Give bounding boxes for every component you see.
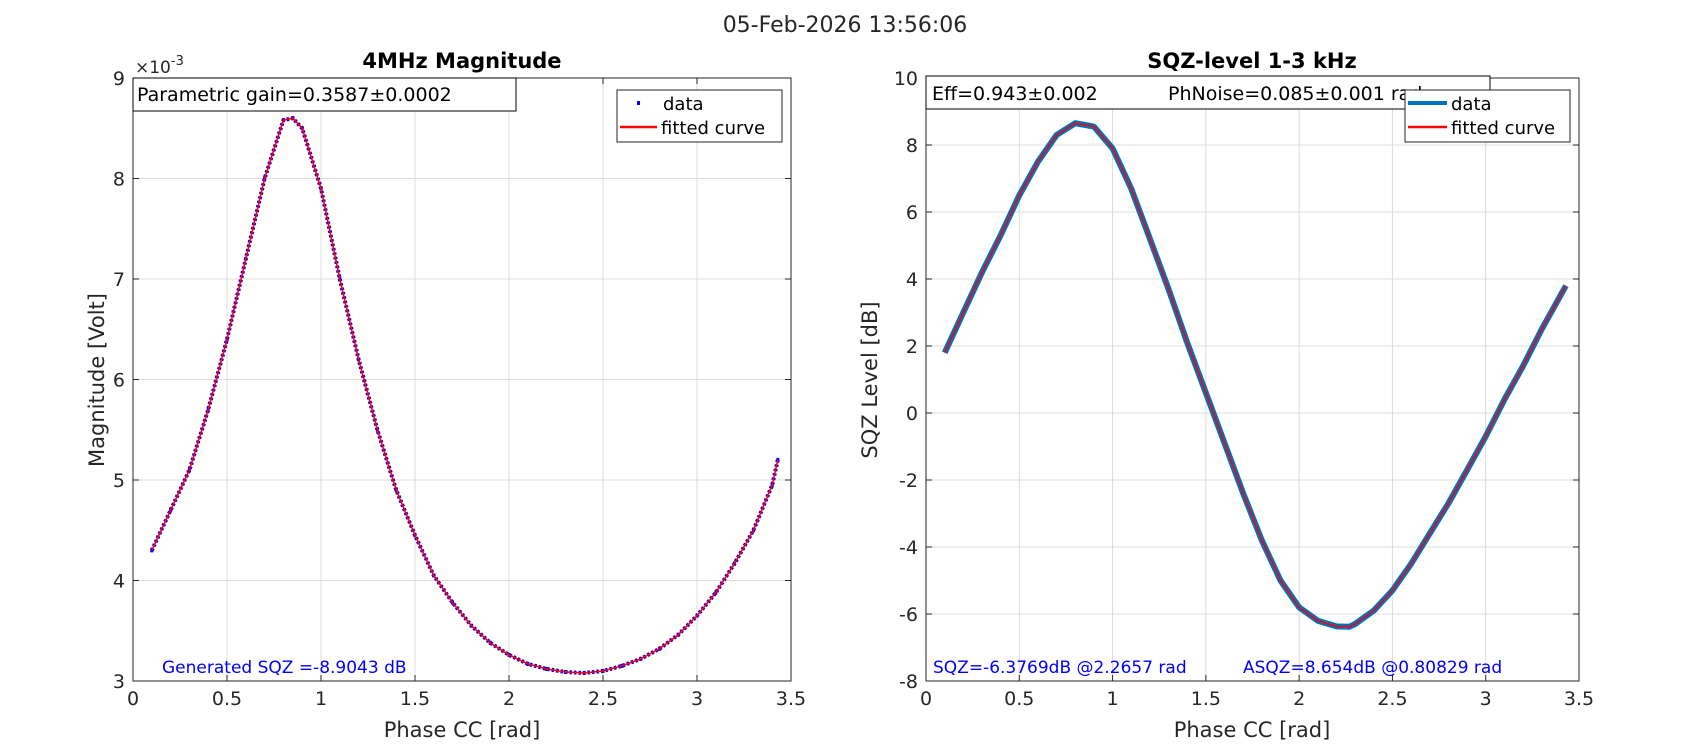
right-chart-x-tick-label: 2.5: [1377, 688, 1407, 710]
left-chart-bottom-annotation: Generated SQZ =-8.9043 dB: [162, 658, 407, 678]
right-chart-x-tick-label: 0: [920, 688, 932, 710]
left-chart-series-fitted-curve: [151, 117, 779, 674]
left-chart-y-tick-label: 9: [113, 68, 125, 90]
left-chart-axes: 0 0.5 1 1.5 2 2.5 3 3.5 3 4 5 6 7 8 9: [113, 68, 806, 710]
left-chart-xlabel: Phase CC [rad]: [384, 718, 541, 742]
right-chart-y-tick-label: -4: [899, 537, 918, 559]
left-chart-y-tick-label: 6: [113, 370, 125, 392]
right-chart-annotation-right: PhNoise=0.085±0.001 rad: [1168, 83, 1422, 105]
right-chart-series-fitted-curve: [943, 122, 1567, 628]
left-chart-y-tick-label: 5: [113, 470, 125, 492]
right-chart-y-tick-label: 6: [906, 202, 918, 224]
left-chart-y-exponent-power: -3: [171, 54, 184, 69]
right-chart-legend-fit-label: fitted curve: [1451, 118, 1555, 139]
left-chart-x-tick-label: 2: [503, 688, 515, 710]
left-chart-x-tick-label: 2.5: [588, 688, 618, 710]
left-chart-x-tick-label: 1: [315, 688, 327, 710]
left-chart: 4MHz Magnitude Phase CC [rad] Magnitude …: [85, 49, 806, 742]
left-chart-x-tick-label: 0: [127, 688, 139, 710]
left-chart-y-tick-label: 7: [113, 269, 125, 291]
right-chart-legend-data-label: data: [1451, 94, 1492, 115]
left-chart-y-exponent-base: ×10: [135, 58, 171, 78]
left-chart-x-tick-label: 3: [691, 688, 703, 710]
left-chart-legend: data fitted curve: [616, 89, 783, 143]
left-chart-annotation-text: Parametric gain=0.3587±0.0002: [137, 84, 452, 106]
right-chart-y-tick-label: 8: [906, 135, 918, 157]
left-chart-ylabel: Magnitude [Volt]: [85, 293, 109, 467]
right-chart-xlabel: Phase CC [rad]: [1174, 718, 1331, 742]
left-chart-y-tick-label: 8: [113, 169, 125, 191]
right-chart-title: SQZ-level 1-3 kHz: [1147, 49, 1356, 73]
right-chart: SQZ-level 1-3 kHz Phase CC [rad] SQZ Lev…: [858, 49, 1594, 742]
left-chart-x-tick-label: 1.5: [400, 688, 430, 710]
left-chart-x-tick-label: 0.5: [212, 688, 242, 710]
right-chart-plot-area: [926, 78, 1579, 681]
right-chart-annotation-frame: [925, 75, 1491, 110]
left-chart-annotation-frame: [132, 77, 517, 112]
left-chart-legend-data-marker: [637, 101, 640, 105]
right-chart-legend: data fitted curve: [1404, 89, 1571, 143]
right-chart-annotation-left: Eff=0.943±0.002: [932, 83, 1098, 105]
right-chart-x-tick-label: 2: [1293, 688, 1305, 710]
right-chart-bottom-annotation-right: ASQZ=8.654dB @0.80829 rad: [1243, 658, 1502, 678]
right-chart-annotation-box: Eff=0.943±0.002 PhNoise=0.085±0.001 rad: [925, 75, 1491, 110]
left-chart-y-tick-label: 3: [113, 671, 125, 693]
right-chart-x-tick-label: 1.5: [1191, 688, 1221, 710]
right-chart-bottom-annotation-left: SQZ=-6.3769dB @2.2657 rad: [933, 658, 1187, 678]
left-chart-legend-frame: [616, 89, 783, 143]
right-chart-y-tick-label: 2: [906, 336, 918, 358]
left-chart-title: 4MHz Magnitude: [362, 49, 561, 73]
figure-suptitle: 05-Feb-2026 13:56:06: [723, 13, 968, 38]
left-chart-legend-fit-label: fitted curve: [661, 118, 765, 139]
right-chart-y-tick-label: -8: [899, 671, 918, 693]
left-chart-x-tick-label: 3.5: [776, 688, 806, 710]
left-chart-y-tick-label: 4: [113, 571, 125, 593]
right-chart-axes: 0 0.5 1 1.5 2 2.5 3 3.5 -8 -6 -4 -2 0 2 4 6 8 10: [894, 68, 1594, 710]
right-chart-y-tick-label: -2: [899, 470, 918, 492]
right-chart-y-tick-label: 10: [894, 68, 918, 90]
right-chart-legend-frame: [1404, 89, 1571, 143]
right-chart-x-tick-label: 3: [1480, 688, 1492, 710]
left-chart-data-point: [776, 457, 780, 462]
right-chart-y-tick-label: 4: [906, 269, 918, 291]
left-chart-y-exponent: ×10-3: [135, 54, 184, 78]
right-chart-x-tick-label: 1: [1107, 688, 1119, 710]
right-chart-y-tick-label: 0: [906, 403, 918, 425]
left-chart-legend-data-label: data: [663, 94, 704, 115]
left-chart-annotation-box: Parametric gain=0.3587±0.0002: [132, 77, 517, 112]
right-chart-ylabel: SQZ Level [dB]: [858, 301, 882, 458]
right-chart-y-tick-label: -6: [899, 604, 918, 626]
right-chart-x-tick-label: 3.5: [1564, 688, 1594, 710]
right-chart-x-tick-label: 0.5: [1004, 688, 1034, 710]
